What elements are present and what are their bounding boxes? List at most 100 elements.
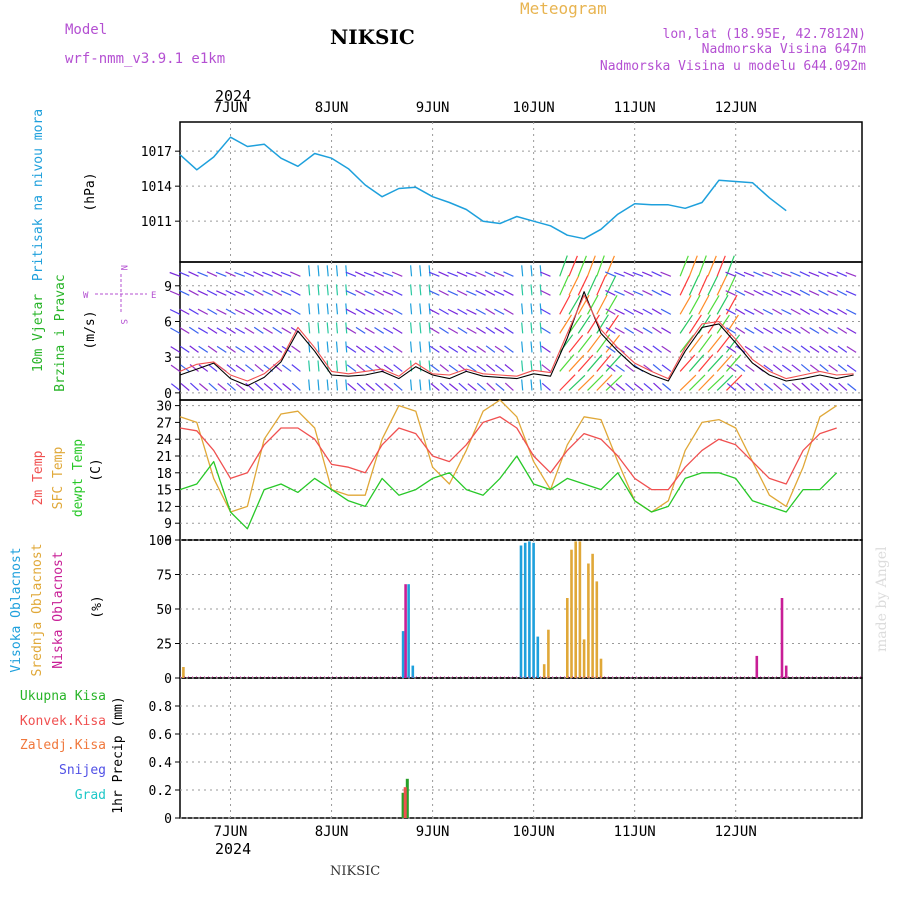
wind-arrow xyxy=(180,382,190,391)
wind-arrow xyxy=(447,290,459,296)
wind-arrow xyxy=(475,327,486,334)
wind-arrow xyxy=(725,354,742,372)
wind-arrow xyxy=(651,271,662,277)
wind-arrow xyxy=(281,327,292,334)
wind-arrow xyxy=(317,360,320,372)
ytick-label: 1017 xyxy=(141,145,172,160)
wind-arrow xyxy=(744,345,755,353)
wind-arrow xyxy=(762,308,774,315)
wind-arrow xyxy=(494,345,505,353)
wind-arrow xyxy=(178,271,190,277)
cloud-bar xyxy=(528,541,531,678)
ytick-label: 75 xyxy=(156,569,172,584)
wind-arrow xyxy=(653,382,663,391)
wind-arrow xyxy=(317,341,320,353)
wind-arrow xyxy=(466,327,477,334)
wind-arrow xyxy=(827,327,838,334)
wind-arrow xyxy=(428,265,431,277)
wind-arrow xyxy=(345,290,357,296)
day-label-top: 9JUN xyxy=(416,100,450,116)
wind-arrow xyxy=(698,354,714,372)
ytick-label: 0.6 xyxy=(149,728,172,743)
wind-arrow xyxy=(410,322,413,334)
wind-arrow xyxy=(373,289,385,296)
wind-arrow xyxy=(226,364,236,372)
wind-arrow xyxy=(383,345,394,353)
wind-arrow xyxy=(530,303,533,315)
wind-arrow xyxy=(745,383,755,391)
wind-arrow xyxy=(494,327,505,334)
wind-arrow xyxy=(476,364,487,372)
wind-arrow xyxy=(809,327,820,334)
day-label-top: 10JUN xyxy=(513,100,555,116)
wind-arrow xyxy=(716,374,734,391)
wind-arrow xyxy=(410,284,413,296)
wind-arrow xyxy=(707,354,724,372)
wind-arrow xyxy=(392,308,403,315)
wind-arrow xyxy=(356,364,366,372)
wind-arrow xyxy=(225,289,236,296)
wind-arrow xyxy=(476,382,487,391)
wind-arrow xyxy=(623,271,635,277)
wind-arrow xyxy=(170,327,181,334)
wind-arrow xyxy=(438,326,449,334)
wind-arrow xyxy=(623,308,635,315)
cloud-bar xyxy=(411,665,415,678)
ytick-label: 12 xyxy=(156,500,172,515)
high-cloud-axis-title: Visoka Oblacnost xyxy=(9,547,24,672)
wind-arrow xyxy=(818,308,829,315)
wind-arrow xyxy=(484,289,496,296)
wind-arrow xyxy=(763,345,774,353)
wind-arrow xyxy=(771,271,783,277)
wind-arrow xyxy=(605,289,616,296)
wind-arrow xyxy=(725,308,736,315)
wind-arrow xyxy=(652,364,662,372)
wind-arrow xyxy=(225,326,236,334)
wind-arrow xyxy=(234,308,246,315)
wind-arrow xyxy=(736,364,746,372)
wind-arrow xyxy=(345,303,348,315)
wind-arrow xyxy=(271,271,283,277)
wind-arrow xyxy=(801,382,811,391)
wind-arrow xyxy=(836,271,848,277)
wind-arrow xyxy=(216,308,227,315)
wind-arrow xyxy=(642,345,653,353)
wind-arrow xyxy=(428,360,431,372)
wind-arrow xyxy=(530,379,533,391)
wind-arrow xyxy=(707,275,719,296)
wind-arrow xyxy=(326,303,329,315)
day-label-bottom: 12JUN xyxy=(715,824,757,840)
wind-arrow xyxy=(800,363,811,372)
wind-arrow xyxy=(317,379,320,391)
wind-arrow xyxy=(568,314,582,334)
wind-arrow xyxy=(836,289,848,296)
wind-arrow xyxy=(448,383,459,391)
wind-arrow xyxy=(623,289,635,296)
wind-arrow xyxy=(772,364,783,372)
wind-arrow xyxy=(745,364,755,372)
wind-arrow xyxy=(263,345,273,353)
ytick-label: 6 xyxy=(164,315,172,330)
wind-arrow xyxy=(345,284,348,296)
wind-arrow xyxy=(197,271,209,277)
wind-arrow xyxy=(772,308,783,315)
wind-arrow xyxy=(355,289,366,296)
altitude-text: Nadmorska Visina 647m xyxy=(702,42,867,57)
wind-arrow xyxy=(308,284,311,296)
wind-arrow xyxy=(335,379,339,391)
wind-arrow xyxy=(634,383,644,391)
wind-arrow xyxy=(596,374,613,391)
wind-arrow xyxy=(335,265,339,277)
wind-arrow xyxy=(827,271,838,277)
cloud-bar xyxy=(591,553,594,678)
wind-arrow xyxy=(374,326,385,334)
wind-arrow xyxy=(503,271,514,277)
wind-arrow xyxy=(317,322,320,334)
wind-arrow xyxy=(456,289,468,296)
wind-arrow xyxy=(642,327,653,334)
wind-arrow xyxy=(799,271,811,277)
wind-arrow xyxy=(207,308,218,315)
wind-arrow xyxy=(827,290,838,296)
ytick-label: 24 xyxy=(156,433,172,448)
wind-arrow xyxy=(290,308,301,315)
